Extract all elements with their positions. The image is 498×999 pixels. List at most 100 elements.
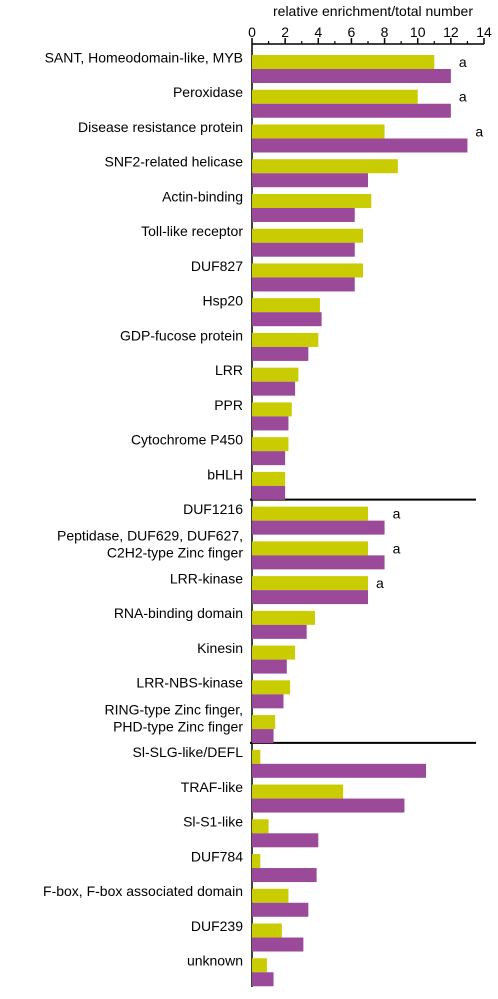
- category-label: LRR: [215, 362, 243, 378]
- category-label: Toll-like receptor: [141, 223, 243, 239]
- bar-series-1: [252, 333, 318, 347]
- category-label: Disease resistance protein: [78, 119, 243, 135]
- category-label: RNA-binding domain: [114, 605, 243, 621]
- bar-series-2: [252, 416, 288, 430]
- category-label: Actin-binding: [162, 188, 243, 204]
- bar-series-2: [252, 938, 303, 952]
- category-label: SANT, Homeodomain-like, MYB: [45, 49, 243, 65]
- bar-series-1: [252, 507, 368, 521]
- category-label: PHD-type Zinc finger: [113, 718, 243, 734]
- category-label: LRR-kinase: [170, 570, 243, 586]
- bar-series-2: [252, 138, 467, 152]
- bar-series-2: [252, 347, 308, 361]
- bar-series-1: [252, 611, 315, 625]
- bar-series-2: [252, 69, 451, 83]
- significance-annotation: a: [475, 123, 483, 139]
- bar-series-2: [252, 208, 355, 222]
- category-label: Kinesin: [197, 640, 243, 656]
- bar-series-1: [252, 159, 398, 173]
- x-tick-label: 2: [281, 24, 289, 40]
- significance-annotation: a: [459, 89, 467, 105]
- category-label: Peroxidase: [173, 84, 243, 100]
- bar-series-2: [252, 312, 322, 326]
- significance-annotation: a: [393, 540, 401, 556]
- bar-series-1: [252, 437, 288, 451]
- x-tick-label: 4: [314, 24, 322, 40]
- bar-series-1: [252, 958, 267, 972]
- bar-series-1: [252, 472, 285, 486]
- bar-series-2: [252, 625, 307, 639]
- bar-series-1: [252, 680, 290, 694]
- x-tick-label: 14: [476, 24, 492, 40]
- category-label: LRR-NBS-kinase: [136, 675, 243, 691]
- bar-series-1: [252, 541, 368, 555]
- x-tick-label: 12: [443, 24, 459, 40]
- x-tick-label: 8: [381, 24, 389, 40]
- bar-series-1: [252, 854, 260, 868]
- bar-series-2: [252, 729, 274, 743]
- bar-series-2: [252, 277, 355, 291]
- category-label: Sl-SLG-like/DEFL: [133, 744, 244, 760]
- bar-series-2: [252, 660, 287, 674]
- x-tick-label: 6: [348, 24, 356, 40]
- significance-annotation: a: [459, 54, 467, 70]
- bars: [252, 55, 467, 986]
- category-label: GDP-fucose protein: [120, 327, 243, 343]
- bar-series-1: [252, 924, 282, 938]
- significance-annotation: a: [393, 506, 401, 522]
- bar-series-1: [252, 646, 295, 660]
- category-label: DUF1216: [183, 501, 243, 517]
- bar-series-1: [252, 229, 363, 243]
- bar-series-2: [252, 833, 318, 847]
- bar-series-1: [252, 889, 288, 903]
- x-axis-title: relative enrichment/total number: [273, 3, 473, 19]
- bar-series-2: [252, 521, 385, 535]
- bar-series-2: [252, 972, 274, 986]
- bar-series-1: [252, 819, 269, 833]
- bar-series-2: [252, 173, 368, 187]
- bar-series-2: [252, 104, 451, 118]
- bar-series-1: [252, 750, 260, 764]
- bar-series-1: [252, 368, 298, 382]
- bar-series-2: [252, 903, 308, 917]
- bar-series-1: [252, 124, 385, 138]
- bar-series-1: [252, 90, 418, 104]
- category-label: Cytochrome P450: [131, 432, 243, 448]
- bar-series-1: [252, 715, 275, 729]
- category-label: RING-type Zinc finger,: [105, 701, 244, 717]
- category-label: TRAF-like: [181, 779, 243, 795]
- category-label: SNF2-related helicase: [104, 154, 243, 170]
- category-label: PPR: [214, 397, 243, 413]
- bar-series-2: [252, 590, 368, 604]
- bar-series-1: [252, 402, 292, 416]
- x-tick-label: 0: [248, 24, 256, 40]
- category-label: Peptidase, DUF629, DUF627,: [57, 528, 243, 544]
- bar-series-2: [252, 451, 285, 465]
- bar-series-1: [252, 194, 371, 208]
- bar-series-1: [252, 576, 368, 590]
- bar-series-1: [252, 298, 320, 312]
- x-tick-label: 10: [410, 24, 426, 40]
- significance-annotation: a: [376, 575, 384, 591]
- category-label: F-box, F-box associated domain: [43, 883, 243, 899]
- bar-series-1: [252, 263, 363, 277]
- bar-series-1: [252, 55, 434, 69]
- bar-series-2: [252, 799, 404, 813]
- category-label: C2H2-type Zinc finger: [107, 545, 244, 561]
- category-label: unknown: [187, 953, 243, 969]
- category-label: DUF239: [191, 918, 243, 934]
- bar-series-2: [252, 694, 283, 708]
- category-label: Sl-S1-like: [183, 814, 243, 830]
- bar-series-2: [252, 486, 285, 500]
- category-label: Hsp20: [203, 293, 244, 309]
- bar-series-2: [252, 868, 317, 882]
- bar-series-2: [252, 555, 385, 569]
- category-label: bHLH: [207, 466, 243, 482]
- bar-series-2: [252, 764, 426, 778]
- category-label: DUF827: [191, 258, 243, 274]
- category-label: DUF784: [191, 848, 243, 864]
- bar-series-1: [252, 785, 343, 799]
- bar-series-2: [252, 243, 355, 257]
